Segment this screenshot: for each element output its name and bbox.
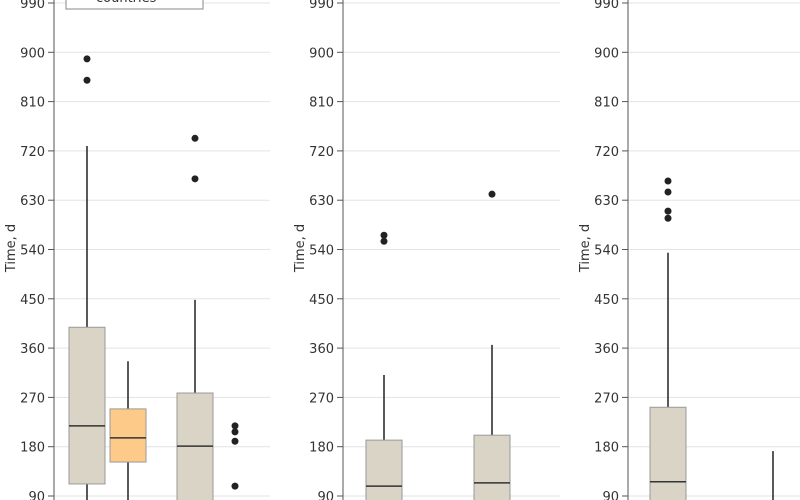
y-tick-label: 900 xyxy=(309,46,334,61)
y-tick-label: 540 xyxy=(309,244,334,259)
outlier-point xyxy=(380,237,388,245)
box-group-4 xyxy=(231,422,239,490)
y-tick-label: 900 xyxy=(594,46,619,61)
y-tick-label: 180 xyxy=(309,441,334,456)
y-tick-label: 630 xyxy=(594,194,619,209)
y-tick-label: 270 xyxy=(594,391,619,406)
outlier-point xyxy=(231,482,239,490)
outlier-point xyxy=(664,188,672,196)
y-tick-label: 990 xyxy=(594,0,619,12)
y-axis-label: Time, d xyxy=(293,224,308,273)
box-group-3 xyxy=(176,134,214,500)
y-tick-label: 720 xyxy=(20,145,45,160)
y-tick-label: 630 xyxy=(20,194,45,209)
box-iqr xyxy=(365,439,403,500)
y-tick-label: 810 xyxy=(309,96,334,111)
outlier-point xyxy=(191,175,199,183)
y-tick-label: 270 xyxy=(309,391,334,406)
y-tick-label: 450 xyxy=(594,293,619,308)
y-tick-label: 720 xyxy=(309,145,334,160)
legend-text: countries xyxy=(96,0,157,6)
y-tick-label: 900 xyxy=(20,46,45,61)
box-group-1 xyxy=(649,177,687,500)
outlier-point xyxy=(664,177,672,185)
outlier-point xyxy=(664,214,672,222)
y-tick-label: 90 xyxy=(602,490,619,500)
y-tick-label: 90 xyxy=(28,490,45,500)
y-tick-label: 990 xyxy=(20,0,45,12)
y-tick-label: 90 xyxy=(317,490,334,500)
outlier-point xyxy=(83,76,91,84)
y-tick-label: 360 xyxy=(20,342,45,357)
outlier-point xyxy=(488,190,496,198)
box-iqr xyxy=(473,434,511,500)
y-axis-label: Time, d xyxy=(578,224,593,273)
y-tick-label: 810 xyxy=(20,96,45,111)
box-group-1 xyxy=(68,55,106,500)
y-axis-label: Time, d xyxy=(4,224,19,273)
y-tick-label: 540 xyxy=(20,244,45,259)
y-tick-label: 450 xyxy=(309,293,334,308)
box-group-1 xyxy=(365,231,403,500)
box-group-2 xyxy=(473,190,511,500)
outlier-point xyxy=(231,437,239,445)
outlier-point xyxy=(191,134,199,142)
legend: countries xyxy=(65,0,204,10)
y-tick-label: 180 xyxy=(20,441,45,456)
y-tick-label: 360 xyxy=(594,342,619,357)
y-tick-label: 450 xyxy=(20,293,45,308)
outlier-point xyxy=(231,428,239,436)
y-tick-label: 720 xyxy=(594,145,619,160)
y-tick-label: 360 xyxy=(309,342,334,357)
y-tick-label: 810 xyxy=(594,96,619,111)
y-tick-label: 270 xyxy=(20,391,45,406)
box-iqr xyxy=(649,406,687,500)
y-tick-label: 990 xyxy=(309,0,334,12)
box-group-2 xyxy=(109,361,147,500)
y-tick-label: 540 xyxy=(594,244,619,259)
outlier-point xyxy=(664,207,672,215)
y-tick-label: 180 xyxy=(594,441,619,456)
outlier-point xyxy=(83,55,91,63)
outlier-point xyxy=(231,422,239,430)
y-tick-label: 630 xyxy=(309,194,334,209)
outlier-point xyxy=(380,231,388,239)
box-iqr xyxy=(68,326,106,485)
box-iqr xyxy=(109,408,147,463)
